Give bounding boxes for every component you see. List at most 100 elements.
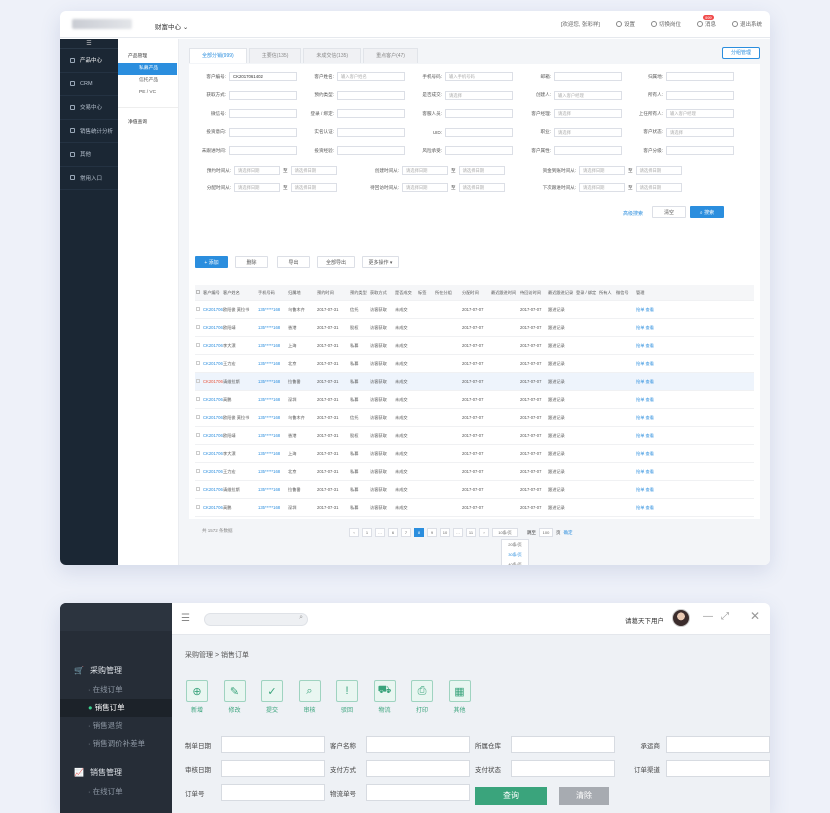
page-button[interactable]: 10 (440, 528, 450, 537)
filter-input[interactable]: 请选择 (554, 109, 622, 118)
date-to-input[interactable]: 请选择日期 (635, 166, 682, 175)
filter-input[interactable] (337, 127, 405, 137)
filter-input[interactable] (337, 109, 405, 118)
filter-input[interactable] (445, 127, 513, 137)
filter-input[interactable] (337, 90, 405, 100)
sidebar-item-stats[interactable]: 销售统计分析 (60, 120, 118, 143)
filter-input[interactable] (445, 109, 513, 118)
menu-icon[interactable]: ☰ (181, 613, 190, 624)
sidebar-item-crm[interactable]: CRM (60, 73, 118, 96)
menu-item-online-order[interactable]: · 在线订单 (88, 685, 123, 694)
filter-input[interactable] (229, 127, 297, 137)
order-field-input[interactable] (366, 736, 470, 753)
date-from-input[interactable]: 请选择日期 (402, 183, 448, 192)
avatar[interactable] (672, 609, 690, 627)
tab-unclosed[interactable]: 未成交信(135) (303, 48, 362, 63)
order-field-input[interactable] (666, 736, 770, 753)
customer-id-link[interactable]: CK2017061402 (203, 307, 223, 312)
row-checkbox[interactable] (195, 451, 203, 456)
customer-id-link[interactable]: CK2017061402 (203, 451, 223, 456)
submenu-item-private[interactable]: 私募产品 (118, 63, 177, 75)
date-from-input[interactable]: 请选择日期 (402, 166, 448, 175)
sidebar-item-shortcuts[interactable]: 常用入口 (60, 167, 118, 190)
row-actions[interactable]: 抢单 查看 (636, 504, 654, 510)
row-checkbox[interactable] (195, 361, 203, 366)
page-button[interactable]: 6 (388, 528, 398, 537)
toolbar-submit-button[interactable]: ✓ 提交 (260, 680, 284, 714)
sidebar-item-other[interactable]: 其他 (60, 143, 118, 167)
page-button[interactable]: ‹ (349, 528, 359, 537)
order-field-input[interactable] (221, 760, 325, 777)
per-page-option[interactable]: 40条/页 (508, 562, 522, 565)
export-all-button[interactable]: 全部导出 (317, 256, 355, 268)
row-checkbox[interactable] (195, 397, 203, 402)
filter-input[interactable] (554, 72, 622, 81)
date-to-input[interactable]: 请选择日期 (458, 166, 505, 175)
customer-id-link[interactable]: CK2017061402 (203, 325, 223, 330)
filter-input[interactable]: 输入客户经理 (554, 90, 622, 100)
order-field-input[interactable] (511, 736, 615, 753)
sidebar-item-products[interactable]: 产品中心 (60, 49, 118, 73)
goto-confirm[interactable]: 确定 (563, 529, 573, 535)
customer-id-link[interactable]: CK2017061402 (203, 469, 223, 474)
page-button[interactable]: 9 (427, 528, 437, 537)
sidebar-item-trade[interactable]: 交易中心 (60, 96, 118, 120)
filter-input[interactable] (666, 72, 734, 81)
menu-purchase[interactable]: 🛒 采购管理 (74, 665, 122, 675)
toolbar-print-button[interactable]: ⎙ 打印 (410, 680, 434, 714)
menu-item-sales-order[interactable]: ● 销售订单 (60, 699, 172, 717)
row-checkbox[interactable] (195, 343, 203, 348)
filter-input[interactable]: 请选择 (666, 127, 734, 137)
row-checkbox[interactable] (195, 487, 203, 492)
toolbar-edit-button[interactable]: ✎ 修改 (223, 680, 247, 714)
date-to-input[interactable]: 请选择日期 (290, 183, 337, 192)
filter-input[interactable]: 输入客户姓名 (337, 72, 405, 81)
menu-sales[interactable]: 📈 销售管理 (74, 767, 122, 777)
date-to-input[interactable]: 请选择日期 (635, 183, 682, 192)
order-field-input[interactable] (666, 760, 770, 777)
row-checkbox[interactable] (195, 325, 203, 330)
row-checkbox[interactable] (195, 433, 203, 438)
row-actions[interactable]: 抢单 查看 (636, 450, 654, 456)
clear-button[interactable]: 清空 (652, 206, 686, 218)
per-page-option[interactable]: 20条/页 (508, 542, 522, 547)
per-page-select[interactable]: 10条/页 (492, 528, 518, 537)
toolbar-reject-button[interactable]: ! 驳回 (335, 680, 359, 714)
query-button[interactable]: 查询 (475, 787, 547, 805)
row-actions[interactable]: 抢单 查看 (636, 396, 654, 402)
filter-input[interactable] (666, 146, 734, 155)
minimize-icon[interactable]: — (703, 611, 713, 622)
customer-id-link[interactable]: CK2017061402 (203, 343, 223, 348)
settings-link[interactable]: 设置 (615, 20, 635, 28)
toolbar-other-button[interactable]: ▦ 其他 (448, 680, 472, 714)
page-button[interactable]: › (479, 528, 489, 537)
row-actions[interactable]: 抢单 查看 (636, 486, 654, 492)
customer-id-link[interactable]: CK2017061402 (203, 415, 223, 420)
row-checkbox[interactable] (195, 505, 203, 510)
tab-all[interactable]: 全部分销(999) (189, 48, 247, 63)
submenu-category-nav[interactable]: 净值查询 (118, 107, 178, 127)
search-input[interactable]: ⌕ (204, 613, 308, 626)
menu-toggle-icon[interactable]: ☰ (60, 39, 118, 49)
date-from-input[interactable]: 请选择日期 (234, 166, 280, 175)
page-button[interactable]: 8 (414, 528, 424, 537)
customer-id-link[interactable]: CK2017061402 (203, 397, 223, 402)
customer-id-link[interactable]: CK2017061402 (203, 505, 223, 510)
select-all-checkbox[interactable] (195, 290, 203, 295)
reset-button[interactable]: 清除 (559, 787, 609, 805)
goto-input[interactable]: 100 (539, 528, 553, 537)
per-page-option[interactable]: 30条/页 (508, 552, 522, 557)
menu-item-sales-return[interactable]: · 销售退货 (88, 721, 123, 730)
app-title[interactable]: 财富中心 ⌄ (155, 24, 189, 31)
logout-link[interactable]: 退出系统 (731, 20, 762, 28)
customer-id-link[interactable]: CK2017061402 (203, 433, 223, 438)
filter-input[interactable]: 输入手机号码 (445, 72, 513, 81)
row-checkbox[interactable] (195, 307, 203, 312)
export-button[interactable]: 导出 (277, 256, 310, 268)
order-field-input[interactable] (221, 736, 325, 753)
page-button[interactable]: … (453, 528, 463, 537)
search-button[interactable]: ⌕ 搜索 (690, 206, 724, 218)
filter-input[interactable] (229, 146, 297, 155)
toolbar-logistics-button[interactable]: ⛟ 物流 (373, 680, 397, 714)
filter-input[interactable] (229, 109, 297, 118)
